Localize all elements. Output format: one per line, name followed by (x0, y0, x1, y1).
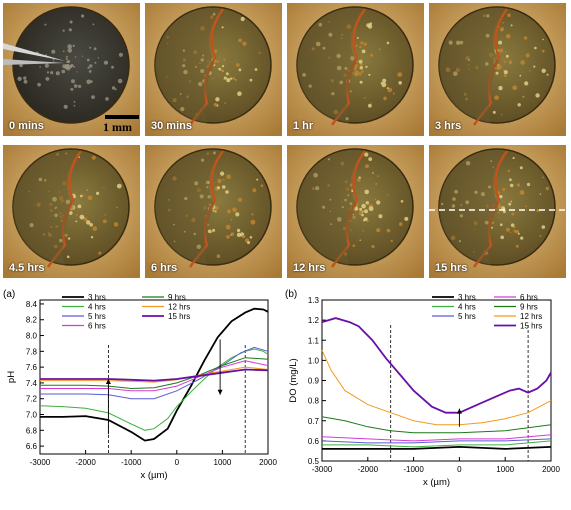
x-tick-label: -2000 (75, 458, 96, 467)
panel-label: (a) (3, 289, 15, 300)
micrograph-photo: 1 hr (287, 3, 424, 136)
legend-label: 9 hrs (520, 303, 538, 312)
scale-bar-label: 1 mm (103, 120, 132, 134)
y-tick-label: 0.6 (308, 437, 320, 446)
y-axis-label: pH (6, 371, 17, 383)
x-axis-label: x (µm) (140, 470, 167, 481)
y-tick-label: 0.8 (308, 397, 320, 406)
micrograph-photo: 30 mins (145, 3, 282, 136)
panel-label: (b) (285, 289, 297, 300)
series-line-4-hrs (39, 348, 269, 431)
legend-label: 12 hrs (520, 312, 542, 321)
micrograph-photo: 0 mins 1 mm (3, 3, 140, 136)
y-tick-label: 7.4 (26, 379, 38, 388)
scale-bar (105, 115, 139, 119)
legend-label: 15 hrs (520, 322, 542, 331)
y-tick-label: 7.0 (26, 411, 38, 420)
y-tick-label: 1.2 (308, 316, 320, 325)
photo-grid: 0 mins 1 mm 30 mins 1 hr 3 hrs 4.5 hrs 6 hrs 12… (3, 3, 566, 278)
plot-frame (39, 299, 269, 455)
y-tick-label: 1.0 (308, 356, 320, 365)
x-tick-label: 0 (175, 458, 180, 467)
legend-label: 12 hrs (168, 303, 190, 312)
trend-arrow-head (456, 408, 462, 414)
y-tick-label: 0.9 (308, 377, 320, 386)
x-tick-label: -1000 (403, 465, 424, 474)
y-tick-label: 6.8 (26, 426, 38, 435)
y-tick-label: 7.8 (26, 347, 38, 356)
charts: (a) -3000 -2000 -1000 0 1000 2000 6.6 6.8 7.0 7.2 7… (3, 289, 560, 488)
series-line-3-hrs (322, 445, 552, 450)
micrograph-photo: 15 hrs (429, 145, 566, 278)
photo-time-label: 15 hrs (435, 262, 468, 274)
x-tick-label: -3000 (30, 458, 51, 467)
y-tick-label: 0.5 (308, 457, 320, 466)
photo-time-label: 3 hrs (435, 120, 462, 132)
y-tick-label: 7.2 (26, 395, 38, 404)
series-line-5-hrs (321, 438, 552, 444)
legend-label: 3 hrs (88, 293, 106, 302)
x-tick-label: -3000 (312, 465, 333, 474)
y-tick-label: 8.2 (26, 316, 38, 325)
y-axis-label: DO (mg/L) (288, 358, 299, 402)
trend-arrow-head (105, 378, 111, 384)
y-tick-label: 6.6 (26, 442, 38, 451)
x-axis-label: x (µm) (423, 477, 450, 488)
legend-label: 3 hrs (458, 293, 476, 302)
legend-label: 6 hrs (520, 293, 538, 302)
legend-label: 9 hrs (168, 293, 186, 302)
legend-label: 5 hrs (88, 312, 106, 321)
legend-label: 4 hrs (88, 303, 106, 312)
x-tick-label: 0 (457, 465, 462, 474)
y-tick-label: 8.0 (26, 332, 38, 341)
y-tick-label: 7.6 (26, 363, 38, 372)
x-tick-label: -2000 (358, 465, 379, 474)
micrograph-photo: 3 hrs (429, 3, 566, 136)
micrograph-photo: 4.5 hrs (3, 145, 140, 278)
series-line-4-hrs (322, 440, 552, 448)
y-tick-label: 8.4 (26, 300, 38, 309)
chart-panel-a: (a) -3000 -2000 -1000 0 1000 2000 6.6 6.8 7.0 7.2 7… (3, 289, 277, 481)
series-line-15-hrs (40, 368, 269, 382)
photo-time-label: 0 mins (9, 120, 44, 132)
micrograph-photo: 6 hrs (145, 145, 282, 278)
y-tick-label: 0.7 (308, 417, 320, 426)
photo-time-label: 1 hr (293, 120, 314, 132)
legend-label: 4 hrs (458, 303, 476, 312)
series-line-12-hrs (321, 350, 552, 426)
micrograph-photo: 12 hrs (287, 145, 424, 278)
series-line-3-hrs (40, 307, 269, 442)
photo-time-label: 30 mins (151, 120, 192, 132)
y-tick-label: 1.1 (308, 336, 320, 345)
series-line-9-hrs (40, 357, 269, 390)
chart-panel-b: (b) -3000 -2000 -1000 0 1000 2000 0.5 0.6 0.7 0.8 0… (285, 289, 560, 488)
photo-time-label: 6 hrs (151, 262, 178, 274)
series-line-12-hrs (40, 366, 269, 383)
x-tick-label: -1000 (121, 458, 142, 467)
plot-frame (321, 299, 552, 462)
series-line-5-hrs (40, 346, 269, 400)
series-line-9-hrs (321, 416, 552, 434)
photo-time-label: 4.5 hrs (9, 262, 45, 274)
y-tick-label: 1.3 (308, 296, 320, 305)
legend-label: 15 hrs (168, 312, 190, 321)
photo-time-label: 12 hrs (293, 262, 326, 274)
trend-arrow-head (217, 389, 223, 395)
series-line-6-hrs (40, 360, 269, 392)
x-tick-label: 1000 (214, 458, 232, 467)
x-tick-label: 2000 (542, 465, 560, 474)
x-tick-label: 2000 (259, 458, 277, 467)
legend-label: 5 hrs (458, 312, 476, 321)
x-tick-label: 1000 (496, 465, 514, 474)
legend-label: 6 hrs (88, 322, 106, 331)
series-line-6-hrs (321, 434, 552, 442)
series-line-15-hrs (321, 317, 552, 414)
